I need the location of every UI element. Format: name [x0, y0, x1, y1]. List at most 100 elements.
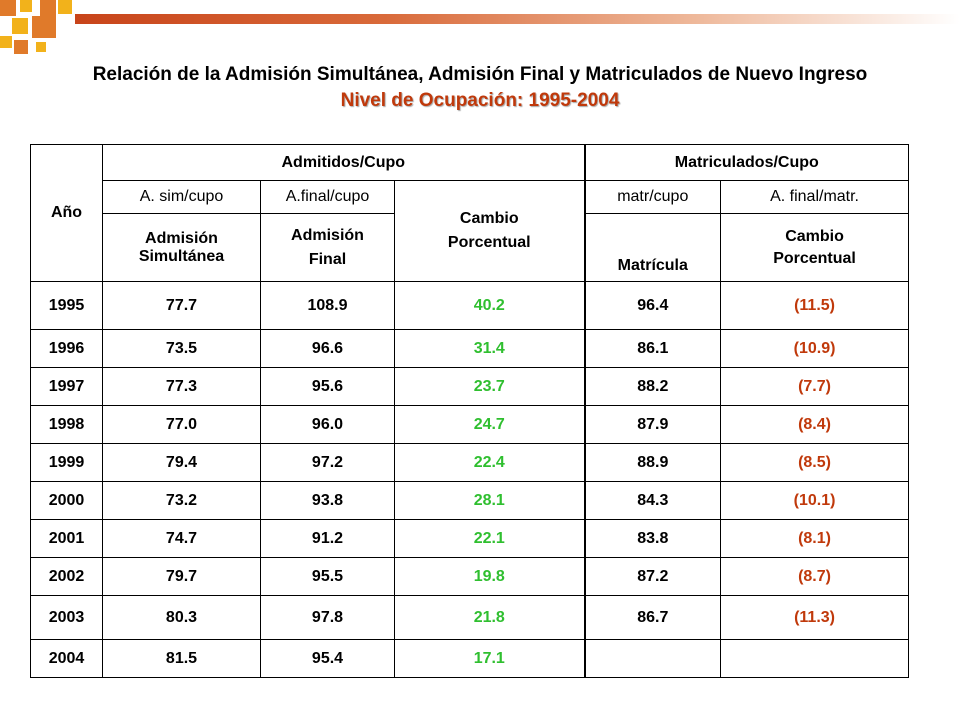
cell-matr: 84.3	[584, 481, 722, 520]
cell-matr: 86.7	[584, 595, 722, 640]
cell-cambio: 21.8	[393, 595, 586, 640]
cell-year: 2000	[30, 481, 103, 520]
cell-cambio2: (7.7)	[720, 367, 910, 406]
header-admitidos: Admitidos/Cupo	[101, 144, 586, 181]
header-matr-cupo: matr/cupo	[584, 180, 722, 214]
cell-sim: 80.3	[102, 595, 261, 640]
table-row: 1997 77.3 95.6 23.7 88.2 (7.7)	[30, 367, 910, 406]
header-matricula: Matrícula	[584, 213, 722, 282]
cell-matr: 88.9	[584, 443, 722, 482]
cell-year: 1996	[30, 329, 103, 368]
cell-cambio2: (8.5)	[720, 443, 910, 482]
cell-sim: 77.3	[102, 367, 261, 406]
data-table: Año Admitidos/Cupo Matriculados/Cupo A. …	[30, 144, 910, 678]
table-row: 2001 74.7 91.2 22.1 83.8 (8.1)	[30, 519, 910, 558]
header-cambio2-line2: Porcentual	[773, 249, 856, 267]
cell-sim: 77.7	[102, 281, 261, 330]
header-matriculados: Matriculados/Cupo	[584, 144, 910, 181]
header-cambio-porcentual: Cambio Porcentual	[393, 180, 586, 282]
page-subtitle: Nivel de Ocupación: 1995-2004	[340, 90, 620, 111]
cell-sim: 73.2	[102, 481, 261, 520]
cell-year: 2002	[30, 557, 103, 596]
cell-final: 93.8	[260, 481, 395, 520]
cell-final: 95.6	[260, 367, 395, 406]
table-row: 1999 79.4 97.2 22.4 88.9 (8.5)	[30, 443, 910, 482]
cell-year: 2003	[30, 595, 103, 640]
header-cambio-line2: Porcentual	[447, 234, 531, 251]
cell-final: 108.9	[260, 281, 395, 330]
header-cambio-porcentual-2: Cambio Porcentual	[720, 213, 910, 282]
cell-sim: 81.5	[102, 639, 261, 678]
cell-year: 2001	[30, 519, 103, 558]
cell-final: 97.8	[260, 595, 395, 640]
cell-cambio: 28.1	[393, 481, 586, 520]
header-adm-sim-line1: Admisión	[145, 229, 218, 247]
cell-cambio2: (8.4)	[720, 405, 910, 444]
cell-cambio2	[720, 639, 910, 678]
cell-sim: 73.5	[102, 329, 261, 368]
cell-matr: 87.2	[584, 557, 722, 596]
cell-final: 91.2	[260, 519, 395, 558]
header-cambio2-line1: Cambio	[785, 227, 844, 245]
deco-square	[0, 0, 16, 16]
table-row: 1995 77.7 108.9 40.2 96.4 (11.5)	[30, 281, 910, 330]
cell-matr	[584, 639, 722, 678]
deco-square	[58, 0, 72, 14]
cell-cambio: 24.7	[393, 405, 586, 444]
deco-square	[0, 36, 12, 48]
cell-matr: 83.8	[584, 519, 722, 558]
page-title: Relación de la Admisión Simultánea, Admi…	[92, 64, 868, 85]
cell-final: 95.5	[260, 557, 395, 596]
header-final-cupo: A.final/cupo	[260, 180, 395, 214]
cell-cambio2: (8.7)	[720, 557, 910, 596]
header-cambio-line1: Cambio	[459, 210, 519, 227]
cell-matr: 87.9	[584, 405, 722, 444]
table-row: 2003 80.3 97.8 21.8 86.7 (11.3)	[30, 595, 910, 640]
deco-square	[12, 18, 28, 34]
table-row: 1996 73.5 96.6 31.4 86.1 (10.9)	[30, 329, 910, 368]
cell-cambio2: (8.1)	[720, 519, 910, 558]
cell-cambio2: (11.3)	[720, 595, 910, 640]
table-row: 2004 81.5 95.4 17.1	[30, 639, 910, 678]
header-final-matr: A. final/matr.	[720, 180, 910, 214]
cell-final: 96.0	[260, 405, 395, 444]
table-row: 2002 79.7 95.5 19.8 87.2 (8.7)	[30, 557, 910, 596]
deco-square	[40, 0, 56, 16]
cell-sim: 79.4	[102, 443, 261, 482]
cell-matr: 86.1	[584, 329, 722, 368]
cell-cambio: 17.1	[393, 639, 586, 678]
header-adm-final-line2: Final	[308, 250, 347, 268]
deco-square	[14, 40, 28, 54]
deco-square	[20, 0, 32, 12]
cell-sim: 74.7	[102, 519, 261, 558]
cell-cambio2: (10.9)	[720, 329, 910, 368]
table-row: 1998 77.0 96.0 24.7 87.9 (8.4)	[30, 405, 910, 444]
table-row: 2000 73.2 93.8 28.1 84.3 (10.1)	[30, 481, 910, 520]
cell-sim: 77.0	[102, 405, 261, 444]
header-admision-final: Admisión Final	[260, 213, 395, 282]
cell-final: 96.6	[260, 329, 395, 368]
cell-sim: 79.7	[102, 557, 261, 596]
cell-cambio2: (10.1)	[720, 481, 910, 520]
cell-cambio: 19.8	[393, 557, 586, 596]
cell-cambio: 40.2	[393, 281, 586, 330]
cell-year: 1999	[30, 443, 103, 482]
header-sim-cupo: A. sim/cupo	[102, 180, 261, 214]
header-admision-simultanea: Admisión Simultánea	[102, 213, 261, 282]
cell-matr: 88.2	[584, 367, 722, 406]
deco-square	[32, 16, 56, 38]
cell-year: 1995	[30, 281, 103, 330]
cell-final: 97.2	[260, 443, 395, 482]
cell-year: 1998	[30, 405, 103, 444]
cell-cambio: 22.1	[393, 519, 586, 558]
header-gradient-bar	[75, 14, 960, 24]
cell-cambio: 23.7	[393, 367, 586, 406]
cell-cambio2: (11.5)	[720, 281, 910, 330]
header-year: Año	[30, 144, 103, 282]
cell-matr: 96.4	[584, 281, 722, 330]
cell-cambio: 22.4	[393, 443, 586, 482]
deco-square	[36, 42, 46, 52]
cell-cambio: 31.4	[393, 329, 586, 368]
cell-year: 2004	[30, 639, 103, 678]
header-adm-sim-line2: Simultánea	[138, 247, 225, 265]
